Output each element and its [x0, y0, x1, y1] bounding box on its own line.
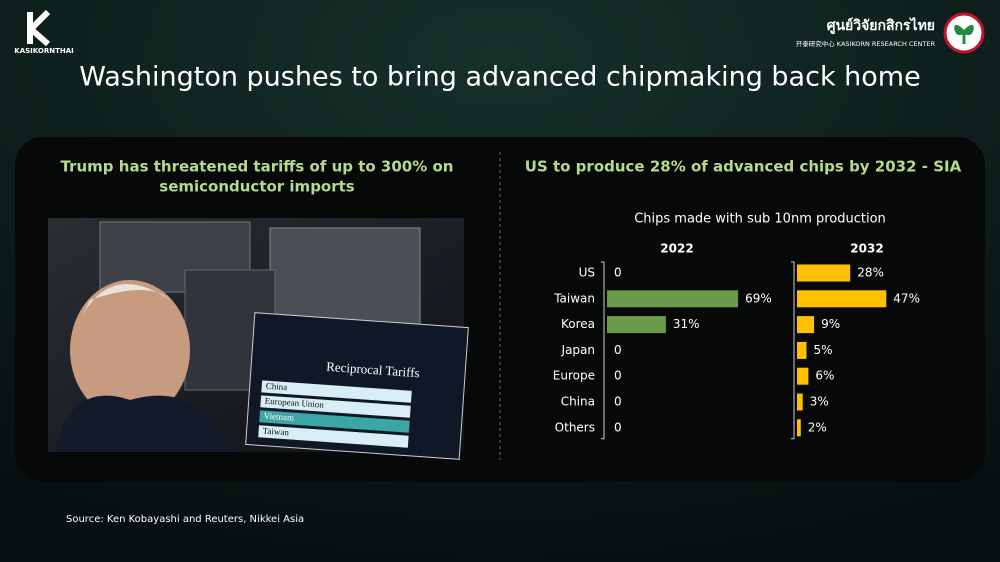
- photo-text: Taiwan: [262, 426, 289, 438]
- bar: [797, 264, 851, 282]
- category-label: Korea: [561, 317, 595, 331]
- category-label: Others: [555, 420, 595, 434]
- bar: [797, 290, 887, 308]
- value-label: 0: [614, 420, 622, 434]
- left-heading: Trump has threatened tariffs of up to 30…: [61, 158, 454, 176]
- series-header: 2032: [850, 242, 883, 256]
- bar: [797, 316, 815, 334]
- photo-text: European Union: [264, 396, 324, 410]
- axis-line: [791, 261, 795, 440]
- category-label: Europe: [553, 369, 595, 383]
- series-header: 2022: [660, 242, 693, 256]
- bar: [797, 393, 803, 411]
- value-label: 3%: [810, 395, 829, 409]
- value-label: 28%: [857, 266, 884, 280]
- bar: [607, 316, 666, 334]
- chart-subtitle: Chips made with sub 10nm production: [634, 212, 886, 227]
- chart-title: US to produce 28% of advanced chips by 2…: [525, 158, 962, 176]
- photo-text: China: [265, 381, 287, 392]
- bar: [607, 290, 739, 308]
- category-label: US: [579, 266, 595, 280]
- value-label: 6%: [815, 369, 834, 383]
- photo: Reciprocal Tariffs China European Union …: [48, 218, 469, 460]
- value-label: 0: [614, 266, 622, 280]
- slide-title: Washington pushes to bring advanced chip…: [79, 62, 920, 93]
- bar: [797, 341, 807, 359]
- value-label: 0: [614, 369, 622, 383]
- value-label: 5%: [814, 343, 833, 357]
- value-label: 0: [614, 395, 622, 409]
- research-en: 开泰研究中心 KASIKORN RESEARCH CENTER: [796, 39, 936, 48]
- value-label: 9%: [821, 317, 840, 331]
- category-label: Japan: [561, 343, 595, 357]
- research-logo: ศูนย์วิจัยกสิกรไทย 开泰研究中心 KASIKORN RESEA…: [796, 12, 985, 54]
- bar: [797, 367, 809, 385]
- value-label: 47%: [893, 291, 920, 305]
- brand-logo: KASIKORNTHAI: [14, 9, 74, 55]
- photo-text: Vietnam: [263, 411, 294, 423]
- value-label: 2%: [808, 420, 827, 434]
- axis-line: [601, 261, 605, 440]
- source: Source: Ken Kobayashi and Reuters, Nikke…: [66, 514, 304, 525]
- research-thai: ศูนย์วิจัยกสิกรไทย: [827, 16, 935, 34]
- left-heading: semiconductor imports: [159, 178, 355, 196]
- value-label: 31%: [673, 317, 700, 331]
- value-label: 69%: [745, 291, 772, 305]
- category-label: Taiwan: [553, 291, 595, 305]
- photo-text: Reciprocal Tariffs: [326, 359, 420, 380]
- bar: [797, 419, 801, 437]
- brand-name: KASIKORNTHAI: [14, 47, 73, 55]
- value-label: 0: [614, 343, 622, 357]
- category-label: China: [561, 395, 595, 409]
